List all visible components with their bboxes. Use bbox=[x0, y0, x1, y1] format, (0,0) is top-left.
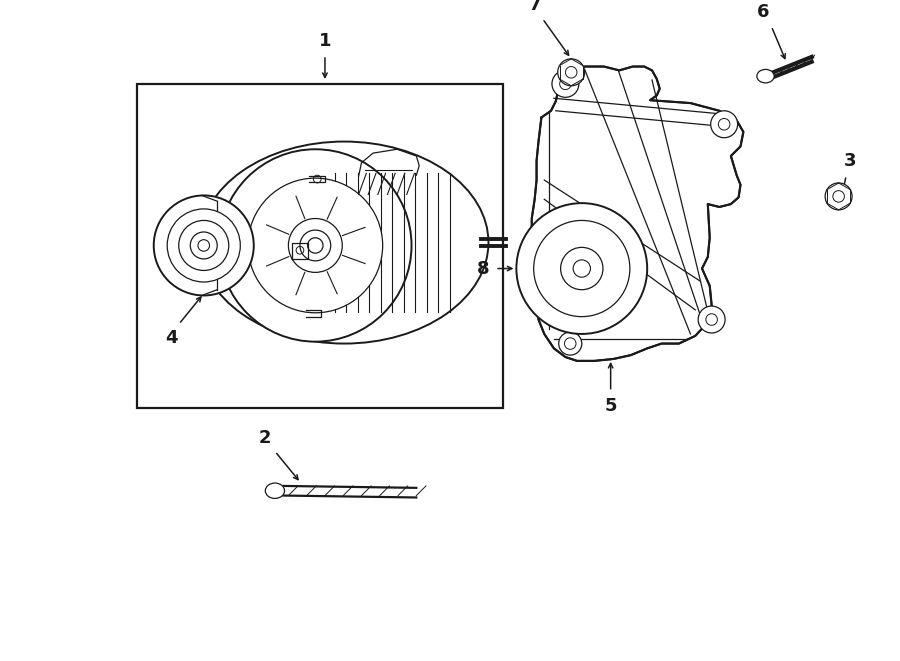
Text: 7: 7 bbox=[528, 0, 541, 14]
Circle shape bbox=[564, 338, 576, 349]
Text: 5: 5 bbox=[605, 397, 617, 415]
Polygon shape bbox=[532, 67, 743, 361]
Circle shape bbox=[288, 219, 342, 272]
Circle shape bbox=[698, 306, 725, 333]
Circle shape bbox=[190, 232, 217, 259]
Ellipse shape bbox=[200, 141, 489, 344]
Bar bbox=[138, 84, 503, 408]
Text: 1: 1 bbox=[319, 32, 331, 50]
Circle shape bbox=[534, 220, 630, 317]
Circle shape bbox=[558, 59, 585, 86]
Text: 4: 4 bbox=[165, 329, 177, 347]
Text: 2: 2 bbox=[259, 429, 272, 447]
Circle shape bbox=[248, 178, 382, 313]
Circle shape bbox=[825, 183, 852, 210]
Text: 6: 6 bbox=[757, 3, 770, 20]
Circle shape bbox=[711, 111, 738, 137]
Ellipse shape bbox=[266, 483, 284, 498]
Circle shape bbox=[718, 118, 730, 130]
Circle shape bbox=[179, 220, 229, 270]
Ellipse shape bbox=[757, 69, 774, 83]
Circle shape bbox=[154, 196, 254, 295]
Circle shape bbox=[517, 203, 647, 334]
Circle shape bbox=[308, 238, 323, 253]
Text: 3: 3 bbox=[844, 152, 857, 170]
Circle shape bbox=[219, 149, 411, 342]
Circle shape bbox=[560, 78, 572, 90]
Circle shape bbox=[167, 209, 240, 282]
Circle shape bbox=[300, 230, 330, 261]
Circle shape bbox=[561, 247, 603, 290]
Text: 8: 8 bbox=[477, 260, 490, 278]
Circle shape bbox=[559, 332, 581, 355]
Circle shape bbox=[706, 314, 717, 325]
Circle shape bbox=[552, 70, 579, 97]
